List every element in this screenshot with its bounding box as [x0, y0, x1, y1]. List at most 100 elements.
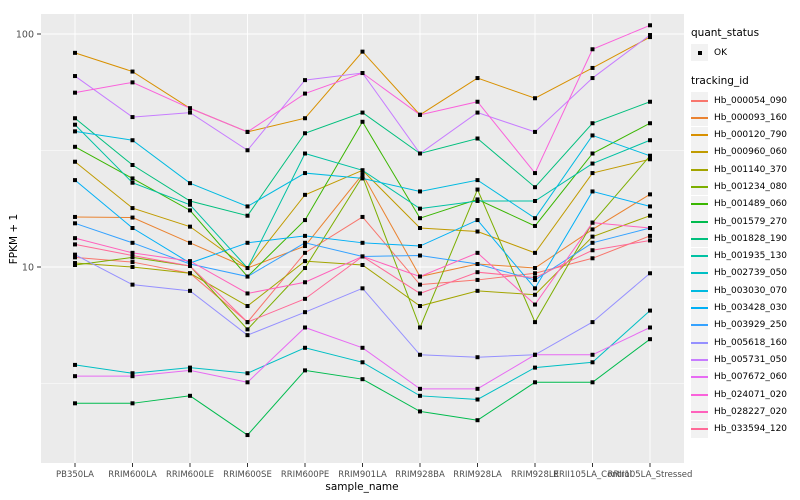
data-point [475, 277, 480, 282]
data-point [648, 35, 652, 40]
data-point [475, 397, 480, 402]
data-point [648, 325, 652, 330]
legend-title-tracking-id: tracking_id [691, 75, 749, 87]
data-point [130, 374, 135, 379]
data-point [590, 65, 595, 70]
legend-key-line [691, 324, 708, 327]
data-point [360, 345, 365, 350]
data-point [73, 144, 77, 149]
data-point [590, 47, 595, 52]
data-point [475, 218, 480, 223]
data-point [648, 238, 652, 243]
legend-title-quant-status: quant_status [691, 27, 760, 39]
legend-key-line [691, 116, 708, 119]
legend-item-ok: OK [691, 44, 799, 61]
data-point [475, 110, 480, 115]
data-point [418, 226, 422, 231]
data-point [590, 189, 595, 194]
data-point [360, 240, 365, 245]
x-tick-label: PB350LA [56, 470, 94, 480]
data-point [73, 221, 77, 226]
data-point [73, 362, 77, 367]
data-point [130, 226, 135, 231]
legend-item-label: Hb_024071_020 [714, 389, 788, 400]
data-point [648, 308, 652, 313]
data-point [303, 325, 307, 330]
data-point [418, 325, 422, 330]
legend-key-line [691, 272, 708, 275]
data-point [648, 99, 652, 104]
data-point [73, 159, 77, 164]
legend-key-line [691, 289, 708, 292]
data-point [130, 215, 135, 220]
data-point [360, 254, 365, 259]
data-point [188, 202, 192, 207]
legend-item-label: Hb_000120_790 [714, 130, 788, 141]
data-point [73, 214, 77, 219]
legend-item: Hb_000054_090 [691, 92, 799, 109]
data-point [590, 320, 595, 325]
data-point [245, 371, 250, 376]
legend-key-box [691, 334, 708, 352]
data-point [245, 240, 250, 245]
data-point [73, 74, 77, 79]
legend-key-box [691, 351, 708, 369]
data-point [648, 271, 652, 276]
data-point [418, 304, 422, 309]
legend-item-label: Hb_028227_020 [714, 406, 788, 417]
legend-key-line [691, 410, 708, 413]
legend-item-label: Hb_001234_080 [714, 181, 788, 192]
data-point [73, 122, 77, 127]
data-point [590, 121, 595, 126]
legend-key-line [691, 341, 708, 344]
data-point [360, 214, 365, 219]
data-point [303, 310, 307, 315]
legend-item: Hb_001140_370 [691, 161, 799, 179]
data-point [360, 168, 365, 173]
legend-key-line [691, 237, 708, 240]
data-point [130, 180, 135, 185]
legend-key-box [691, 282, 708, 300]
legend-item: Hb_001234_080 [691, 178, 799, 196]
data-point [418, 393, 422, 398]
y-tick-label: 10 [22, 263, 34, 274]
data-point [130, 265, 135, 269]
data-point [418, 112, 422, 117]
data-point [188, 106, 192, 111]
data-point [188, 368, 192, 373]
data-point [245, 327, 250, 332]
data-point [303, 266, 307, 271]
legend-key-box [691, 178, 708, 196]
data-points [73, 23, 652, 438]
data-point [590, 234, 595, 239]
data-point [648, 153, 652, 158]
data-point [303, 192, 307, 197]
legend-item-label: Hb_003030_070 [714, 285, 788, 296]
data-point [303, 368, 307, 373]
data-point [303, 345, 307, 350]
legend-item: Hb_033594_120 [691, 420, 799, 438]
data-point [360, 360, 365, 365]
legend-key-box [691, 316, 708, 334]
data-point [360, 49, 365, 54]
x-tick-label: RRIM600PE [281, 470, 329, 480]
data-point [303, 171, 307, 176]
y-tick-label: 100 [16, 30, 34, 41]
data-point [73, 262, 77, 267]
data-point [475, 386, 480, 391]
legend: quant_status OK tracking_id Hb_000054_09… [691, 27, 799, 438]
data-point [648, 33, 652, 38]
data-point [418, 386, 422, 391]
legend-key-box [691, 386, 708, 404]
legend-key-box [691, 230, 708, 248]
legend-key-line [691, 358, 708, 361]
data-point [245, 274, 250, 279]
data-point [188, 365, 192, 370]
data-point [360, 119, 365, 124]
data-point [475, 178, 480, 183]
legend-key-line [691, 203, 708, 206]
x-tick-label: RRII105LA_Stressed [608, 470, 693, 480]
legend-key-box [691, 161, 708, 179]
legend-item-label: Hb_001935_130 [714, 251, 788, 262]
data-point [533, 365, 537, 370]
